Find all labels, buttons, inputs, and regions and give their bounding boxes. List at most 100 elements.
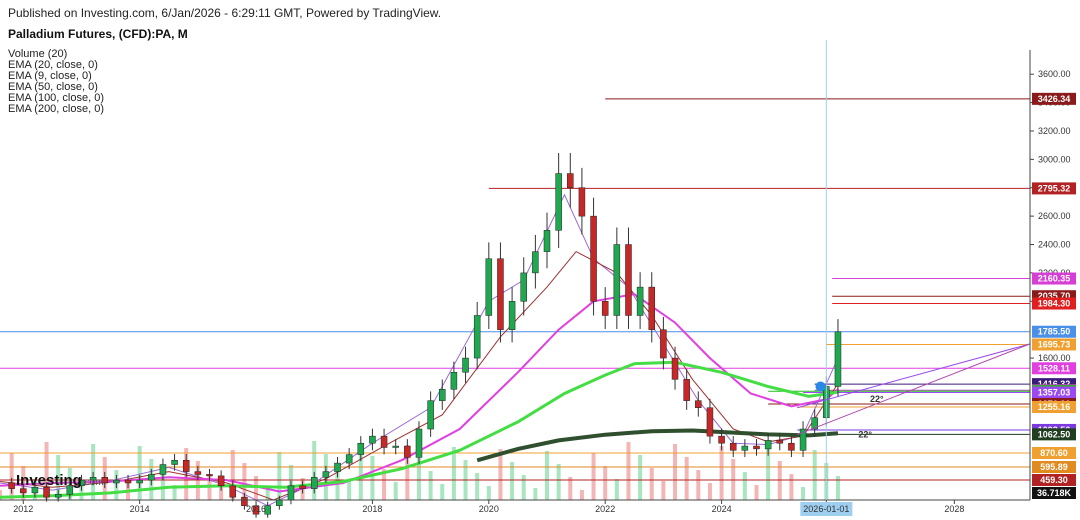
candle-body: [78, 479, 85, 487]
angle-annotation: 22°: [858, 430, 872, 440]
published-caption: Published on Investing.com, 6/Jan/2026 -…: [8, 6, 442, 20]
volume-bar: [486, 486, 491, 500]
indicator-legend: Volume (20) EMA (20, close, 0) EMA (9, c…: [8, 49, 908, 115]
price-level-label: 870.60: [1040, 448, 1068, 458]
price-level-label: 1785.50: [1038, 327, 1071, 337]
y-tick-label: 2400.00: [1038, 240, 1071, 250]
candle-body: [276, 499, 283, 506]
volume-bar: [626, 442, 631, 500]
logo-text: Investing: [16, 472, 82, 489]
candle-body: [439, 389, 446, 401]
ema-lines: [0, 193, 839, 507]
candle-body: [101, 477, 108, 484]
candle-body: [31, 486, 39, 494]
volume-bar: [265, 489, 270, 500]
candle-body: [776, 440, 784, 444]
price-level-box[interactable]: [1032, 447, 1076, 459]
indicator-volume[interactable]: Volume (20): [8, 48, 68, 60]
price-level-label: 36.718K: [1037, 488, 1072, 498]
price-level-box[interactable]: [1032, 487, 1076, 499]
price-level-label: 459.30: [1040, 475, 1068, 485]
marker-p-icon[interactable]: [815, 381, 826, 392]
candle-body: [43, 486, 50, 498]
candle-body: [811, 417, 818, 430]
volume-bar: [579, 490, 584, 500]
candle-body: [532, 251, 539, 274]
volume-bar: [9, 453, 14, 500]
candle-body: [520, 272, 527, 302]
current-date-box: [800, 502, 853, 516]
volume-bar: [568, 477, 573, 500]
candle-body: [369, 435, 376, 444]
candle-body: [729, 442, 737, 451]
candle-body: [20, 488, 27, 494]
candle-body: [89, 477, 97, 481]
x-tick-label: 2018: [362, 504, 382, 514]
volume-bar: [603, 466, 608, 500]
volume-bar: [405, 445, 410, 500]
volume-bar: [312, 441, 317, 500]
volume-bar: [219, 487, 224, 500]
price-level-label: 2795.32: [1038, 183, 1071, 193]
indicator-ema-100[interactable]: EMA (100, close, 0): [8, 92, 104, 104]
price-level-box[interactable]: [1032, 461, 1076, 473]
candle-body: [834, 331, 842, 387]
price-level-box[interactable]: [1032, 272, 1076, 285]
indicator-ema-50[interactable]: EMA (50, close, 0): [8, 81, 98, 93]
indicator-ema-9[interactable]: EMA (9, close, 0): [8, 70, 92, 82]
volume-bar: [673, 444, 678, 500]
volume-bar: [475, 473, 480, 500]
volume-bar: [358, 443, 363, 500]
candle-body: [543, 230, 551, 252]
ema-line: [0, 293, 839, 493]
price-level-box[interactable]: [1032, 474, 1076, 486]
price-level-box[interactable]: [1032, 92, 1076, 105]
candle-body: [8, 482, 15, 489]
price-level-label: 1357.03: [1038, 388, 1071, 398]
candle-body: [601, 301, 609, 316]
volume-bar: [56, 455, 61, 500]
price-level-box[interactable]: [1032, 362, 1076, 375]
candle-body: [590, 215, 597, 302]
candle-body: [299, 485, 306, 489]
x-tick-label: 2024: [712, 504, 732, 514]
axes: [0, 40, 1031, 501]
x-tick-label: 2012: [13, 504, 33, 514]
price-level-box[interactable]: [1032, 182, 1076, 195]
indicator-ema-200[interactable]: EMA (200, close, 0): [8, 103, 104, 115]
volume-bar: [591, 453, 596, 500]
price-level-box[interactable]: [1032, 338, 1076, 351]
candle-body: [613, 244, 621, 316]
volume-bar: [370, 456, 375, 500]
volume-bar: [754, 485, 759, 500]
price-level-box[interactable]: [1032, 386, 1076, 399]
volume-bar: [533, 488, 538, 500]
candle-body: [706, 407, 714, 437]
price-level-box[interactable]: [1032, 428, 1076, 441]
symbol-title[interactable]: Palladium Futures, (CFD):PA, M: [8, 27, 188, 41]
candle-body: [334, 462, 341, 472]
price-level-label: 1255.16: [1038, 402, 1071, 412]
candle-body: [113, 479, 120, 484]
candle-body: [415, 428, 423, 458]
indicator-ema-20[interactable]: EMA (20, close, 0): [8, 59, 98, 71]
price-level-box[interactable]: [1032, 297, 1076, 310]
y-axis-labels: 3600.003400.003200.003000.002800.002600.…: [1030, 69, 1071, 363]
candle-body: [66, 485, 74, 495]
ema-line: [476, 428, 839, 463]
candle-body: [485, 258, 493, 316]
y-tick-label: 3600.00: [1038, 69, 1071, 79]
candle-body: [241, 496, 248, 506]
price-level-label: 2035.70: [1038, 291, 1071, 301]
x-tick-label: 2028: [944, 504, 964, 514]
price-level-box[interactable]: [1032, 401, 1076, 414]
price-level-label: 1528.11: [1038, 363, 1070, 373]
candle-body: [567, 173, 574, 188]
candle-body: [171, 460, 178, 465]
price-level-box[interactable]: [1032, 325, 1076, 338]
volume-bar: [382, 469, 387, 500]
candle-body: [404, 445, 411, 458]
price-level-label: 595.89: [1040, 462, 1068, 472]
